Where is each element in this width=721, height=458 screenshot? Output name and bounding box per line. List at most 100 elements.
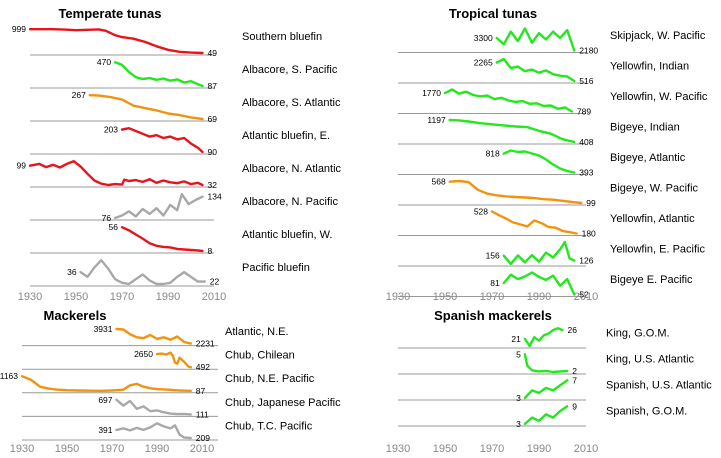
series-bigeye-e-pacific: 81 52 Bigeye E. Pacific bbox=[398, 271, 693, 300]
series-spanish-u-s-atlantic: 3 7 Spanish, U.S. Atlantic bbox=[398, 375, 712, 403]
series-yellowfin-w-pacific: 1770 789 Yellowfin, W. Pacific bbox=[398, 88, 708, 117]
x-tick-label: 1970 bbox=[480, 443, 504, 455]
series-end-label: 99 bbox=[586, 198, 596, 208]
x-tick-label: 1970 bbox=[480, 291, 504, 303]
series-name-label: Yellowfin, W. Pacific bbox=[610, 91, 708, 103]
series-line bbox=[113, 192, 204, 220]
panel-spanish-mackerels: Spanish mackerels 21 26 King, G.O.M. 5 2 King,… bbox=[386, 308, 713, 455]
x-tick-label: 1990 bbox=[527, 443, 551, 455]
x-axis-ticks: 1930 1950 1970 1990 2010 bbox=[386, 291, 598, 303]
x-tick-label: 1930 bbox=[386, 443, 410, 455]
series-line bbox=[115, 327, 193, 345]
series-name-label: Bigeye, W. Pacific bbox=[610, 182, 699, 194]
series-end-label: 7 bbox=[572, 375, 577, 385]
series-name-label: Skipjack, W. Pacific bbox=[610, 30, 706, 42]
series-line bbox=[448, 118, 576, 144]
panel-title: Spanish mackerels bbox=[434, 308, 552, 323]
x-tick-label: 1930 bbox=[386, 291, 410, 303]
series-chub-n-e-pacific: 1163 87 Chub, N.E. Pacific bbox=[0, 371, 315, 396]
series-line bbox=[20, 375, 193, 392]
series-start-label: 203 bbox=[104, 125, 118, 135]
series-start-label: 3931 bbox=[94, 324, 113, 334]
series-end-label: 9 bbox=[572, 401, 577, 411]
x-tick-label: 1950 bbox=[433, 443, 457, 455]
series-start-label: 999 bbox=[12, 24, 26, 34]
x-tick-label: 1950 bbox=[433, 291, 457, 303]
series-name-label: Albacore, N. Atlantic bbox=[242, 163, 342, 175]
series-atlantic-bluefin-e: 203 90 Atlantic bluefin, E. bbox=[30, 125, 330, 157]
series-start-label: 3 bbox=[516, 419, 521, 429]
series-end-label: 2180 bbox=[579, 46, 598, 56]
series-end-label: 26 bbox=[568, 325, 578, 335]
series-line bbox=[523, 327, 564, 348]
series-skipjack-w-pacific: 3300 2180 Skipjack, W. Pacific bbox=[398, 27, 706, 56]
series-name-label: Atlantic, N.E. bbox=[225, 326, 289, 338]
series-line bbox=[448, 179, 583, 205]
series-bigeye-indian: 1197 408 Bigeye, Indian bbox=[398, 115, 680, 147]
panel-tropical-tunas: Tropical tunas 3300 2180 Skipjack, W. Pacif… bbox=[386, 6, 708, 303]
series-albacore-s-atlantic: 267 69 Albacore, S. Atlantic bbox=[30, 90, 341, 124]
series-line bbox=[523, 405, 569, 426]
series-pacific-bluefin: 36 22 Pacific bluefin bbox=[30, 259, 310, 287]
x-tick-label: 1970 bbox=[100, 443, 124, 455]
x-tick-label: 2010 bbox=[190, 443, 214, 455]
series-line bbox=[120, 225, 204, 253]
series-name-label: Bigeye E. Pacific bbox=[610, 274, 693, 286]
series-bigeye-atlantic: 818 393 Bigeye, Atlantic bbox=[398, 149, 686, 178]
series-name-label: Atlantic bluefin, E. bbox=[242, 130, 330, 142]
series-start-label: 2650 bbox=[134, 349, 153, 359]
panel-title: Mackerels bbox=[44, 308, 107, 323]
series-end-label: 180 bbox=[582, 229, 596, 239]
panel-temperate-tunas: Temperate tunas 999 49 Southern bluefin 470 8… bbox=[12, 6, 342, 303]
x-tick-label: 1930 bbox=[18, 291, 42, 303]
series-king-u-s-atlantic: 5 2 King, U.S. Atlantic bbox=[398, 349, 695, 376]
series-start-label: 5 bbox=[516, 349, 521, 359]
series-start-label: 697 bbox=[98, 395, 112, 405]
series-atlantic-n-e: 3931 2231 Atlantic, N.E. bbox=[22, 324, 289, 349]
series-yellowfin-atlantic: 528 180 Yellowfin, Atlantic bbox=[398, 207, 695, 239]
series-end-label: 90 bbox=[208, 147, 218, 157]
series-name-label: Yellowfin, Atlantic bbox=[610, 213, 695, 225]
series-name-label: Spanish, G.O.M. bbox=[606, 405, 687, 417]
series-chub-t-c-pacific: 391 209 Chub, T.C. Pacific bbox=[22, 420, 313, 443]
series-name-label: Bigeye, Indian bbox=[610, 121, 680, 133]
panel-title: Tropical tunas bbox=[449, 6, 537, 21]
series-albacore-n-pacific: 76 134 Albacore, N. Pacific bbox=[30, 192, 338, 223]
series-start-label: 3300 bbox=[474, 33, 493, 43]
series-start-label: 470 bbox=[97, 57, 111, 67]
series-end-label: 87 bbox=[196, 386, 206, 396]
series-start-label: 56 bbox=[109, 222, 119, 232]
series-line bbox=[490, 210, 578, 235]
series-name-label: Spanish, U.S. Atlantic bbox=[606, 379, 712, 391]
x-axis-ticks: 1930 1950 1970 1990 2010 bbox=[10, 443, 214, 455]
series-name-label: Albacore, N. Pacific bbox=[242, 196, 338, 208]
series-southern-bluefin: 999 49 Southern bluefin bbox=[12, 24, 322, 58]
series-start-label: 1163 bbox=[0, 371, 18, 381]
series-start-label: 267 bbox=[72, 90, 86, 100]
series-end-label: 789 bbox=[577, 107, 591, 117]
series-start-label: 2265 bbox=[474, 58, 493, 68]
series-end-label: 69 bbox=[208, 114, 218, 124]
series-name-label: Southern bluefin bbox=[242, 31, 322, 43]
series-start-label: 76 bbox=[102, 213, 112, 223]
series-line bbox=[155, 351, 193, 369]
series-end-label: 126 bbox=[579, 256, 593, 266]
series-start-label: 1197 bbox=[427, 115, 446, 125]
series-yellowfin-indian: 2265 516 Yellowfin, Indian bbox=[398, 58, 689, 86]
x-axis-ticks: 1930 1950 1970 1990 2010 bbox=[386, 443, 598, 455]
series-start-label: 818 bbox=[486, 149, 500, 159]
series-spanish-g-o-m: 3 9 Spanish, G.O.M. bbox=[398, 401, 687, 429]
series-atlantic-bluefin-w: 56 8 Atlantic bluefin, W. bbox=[30, 222, 333, 256]
series-end-label: 8 bbox=[208, 246, 213, 256]
series-end-label: 52 bbox=[579, 290, 589, 300]
series-line bbox=[28, 159, 204, 187]
x-tick-label: 1950 bbox=[64, 291, 88, 303]
series-name-label: Bigeye, Atlantic bbox=[610, 152, 686, 164]
series-name-label: Pacific bluefin bbox=[242, 262, 310, 274]
series-end-label: 32 bbox=[208, 180, 218, 190]
series-line bbox=[523, 353, 569, 374]
x-tick-label: 1970 bbox=[110, 291, 134, 303]
series-end-label: 111 bbox=[196, 409, 209, 419]
series-line bbox=[115, 422, 193, 440]
